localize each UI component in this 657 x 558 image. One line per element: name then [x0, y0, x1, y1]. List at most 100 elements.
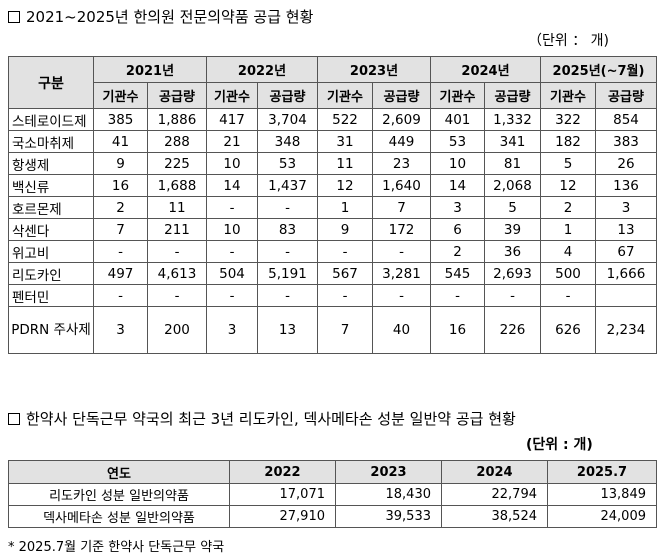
table-cell: 417	[206, 108, 258, 131]
table-cell: -	[372, 284, 431, 307]
row-label: PDRN 주사제	[8, 306, 94, 354]
row-label: 백신류	[8, 174, 94, 197]
checkbox-icon	[8, 11, 20, 23]
table-cell: 3	[93, 306, 148, 354]
table-cell: 31	[317, 130, 373, 153]
table-cell: 11	[147, 196, 207, 219]
table-cell: 341	[484, 130, 541, 153]
table-cell: 500	[540, 262, 596, 285]
table-cell: 6	[430, 218, 485, 241]
table-cell: 401	[430, 108, 485, 131]
table-cell: 16	[93, 174, 148, 197]
header-institutions: 기관수	[430, 82, 485, 109]
table-cell: 5,191	[257, 262, 318, 285]
table-row: 항생제 9 225 10 53 11 23 10 81 5 26	[8, 152, 657, 175]
table-cell: 449	[372, 130, 431, 153]
table-cell: 39	[484, 218, 541, 241]
table-cell: 41	[93, 130, 148, 153]
table-cell: 2	[540, 196, 596, 219]
table-cell: 2,693	[484, 262, 541, 285]
table-cell: 7	[372, 196, 431, 219]
table-cell: 226	[484, 306, 541, 354]
table-row: 펜터민 - - - - - - - - -	[8, 284, 657, 307]
table-cell: 16	[430, 306, 485, 354]
table-cell: -	[257, 284, 318, 307]
table-cell: 53	[257, 152, 318, 175]
table-cell: 626	[540, 306, 596, 354]
table-cell: 1,666	[595, 262, 657, 285]
header-supply: 공급량	[147, 82, 207, 109]
table-cell: 67	[595, 240, 657, 263]
table-cell: 385	[93, 108, 148, 131]
table-row: PDRN 주사제 3 200 3 13 7 40 16 226 626 2,234	[8, 306, 657, 354]
table-cell: 23	[372, 152, 431, 175]
table-cell: 12	[540, 174, 596, 197]
table-cell: 21	[206, 130, 258, 153]
table-cell: 2,068	[484, 174, 541, 197]
table-cell: 288	[147, 130, 207, 153]
table-cell: 13	[257, 306, 318, 354]
table-cell: 1,688	[147, 174, 207, 197]
table-cell: 1,886	[147, 108, 207, 131]
header-year: 2022년	[206, 56, 318, 83]
table-cell: 38,524	[441, 505, 548, 528]
table-cell: 383	[595, 130, 657, 153]
table-row: 삭센다 7 211 10 83 9 172 6 39 1 13	[8, 218, 657, 241]
table-cell: 9	[317, 218, 373, 241]
section1-title: 2021~2025년 한의원 전문의약품 공급 현황	[8, 6, 313, 27]
table-cell: 18,430	[335, 483, 442, 506]
row-label: 스테로이드제	[8, 108, 94, 131]
table-cell: 182	[540, 130, 596, 153]
row-label: 국소마취제	[8, 130, 94, 153]
table-cell	[595, 284, 657, 307]
table-cell: -	[206, 196, 258, 219]
row-label: 리도카인 성분 일반의약품	[8, 483, 230, 506]
header-institutions: 기관수	[317, 82, 373, 109]
section1-unit: （단위 ： 개)	[528, 33, 610, 49]
table-cell: 3	[595, 196, 657, 219]
section2-unit: (단위 : 개)	[526, 437, 593, 453]
table-cell: 3,704	[257, 108, 318, 131]
table-cell: 1	[317, 196, 373, 219]
table-row: 리도카인 497 4,613 504 5,191 567 3,281 545 2,693 500 1…	[8, 262, 657, 285]
table-cell: 53	[430, 130, 485, 153]
table-cell: 567	[317, 262, 373, 285]
table-cell: 36	[484, 240, 541, 263]
table-cell: -	[372, 240, 431, 263]
table-cell: 225	[147, 152, 207, 175]
row-label: 덱사메타손 성분 일반의약품	[8, 505, 230, 528]
table-cell: -	[147, 284, 207, 307]
table-cell: -	[430, 284, 485, 307]
table-cell: -	[484, 284, 541, 307]
footnote: * 2025.7월 기준 한약사 단독근무 약국	[8, 540, 225, 555]
table-cell: 10	[206, 218, 258, 241]
table-cell: 2	[93, 196, 148, 219]
table-cell: 2,234	[595, 306, 657, 354]
table-cell: 1	[540, 218, 596, 241]
table-cell: 9	[93, 152, 148, 175]
table-cell: 504	[206, 262, 258, 285]
table-cell: 7	[317, 306, 373, 354]
table-cell: -	[540, 284, 596, 307]
table-cell: 2	[430, 240, 485, 263]
section2-title: 한약사 단독근무 약국의 최근 3년 리도카인, 덱사메타손 성분 일반약 공급…	[8, 408, 516, 429]
table-cell: 13	[595, 218, 657, 241]
table-cell: 10	[430, 152, 485, 175]
table-cell: 39,533	[335, 505, 442, 528]
table-cell: 854	[595, 108, 657, 131]
header-year: 2025년(~7월)	[540, 56, 657, 83]
supply-table-pharmacies: 연도 2022 2023 2024 2025.7 리도카인 성분 일반의약품 17…	[8, 460, 657, 528]
table-cell: 3	[430, 196, 485, 219]
table-cell: 7	[93, 218, 148, 241]
table-cell: 4	[540, 240, 596, 263]
table-cell: -	[206, 240, 258, 263]
table-row: 호르몬제 2 11- -1 7 3 5 2 3	[8, 196, 657, 219]
header-year-label: 연도	[8, 460, 230, 484]
table-cell: 40	[372, 306, 431, 354]
row-label: 펜터민	[8, 284, 94, 307]
table-row: 백신류 16 1,688 14 1,437 12 1,640 14 2,068 12 136	[8, 174, 657, 197]
table-cell: 2,609	[372, 108, 431, 131]
row-label: 리도카인	[8, 262, 94, 285]
table-row: 덱사메타손 성분 일반의약품 27,910 39,533 38,524 24,009	[8, 505, 657, 528]
row-label: 호르몬제	[8, 196, 94, 219]
